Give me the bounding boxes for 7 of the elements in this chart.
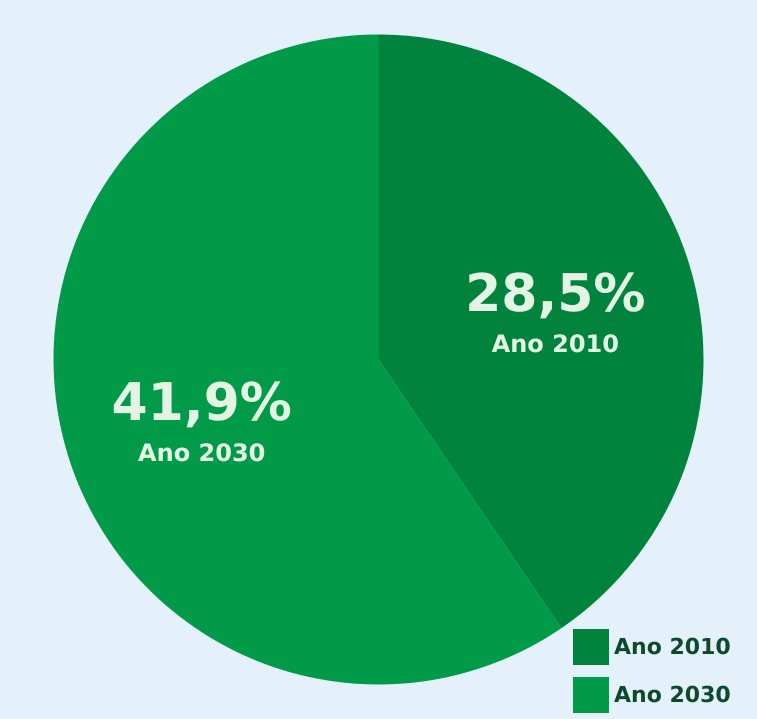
legend-label: Ano 2030 [614, 683, 731, 708]
legend-label: Ano 2010 [614, 635, 731, 660]
pie-slice [378, 34, 704, 628]
slice-label: Ano 2010 [492, 330, 619, 358]
data-label: 28,5% [465, 264, 646, 324]
slice-label: Ano 2030 [138, 438, 266, 467]
data-label: 41,9% [112, 372, 292, 433]
